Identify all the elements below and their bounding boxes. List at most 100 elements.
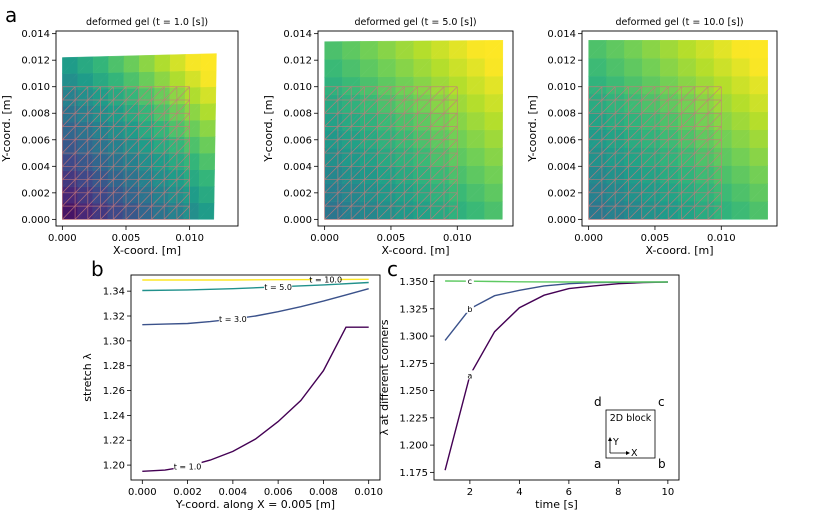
mesh-cell	[695, 40, 715, 59]
y-tick-label: 1.275	[399, 359, 428, 370]
series-line-c	[445, 280, 668, 283]
reference-grid-diagonal	[74, 99, 89, 114]
reference-grid-diagonal	[337, 152, 352, 167]
reference-grid-diagonal	[337, 139, 352, 154]
reference-grid-diagonal	[641, 205, 656, 220]
reference-grid-diagonal	[151, 166, 165, 180]
reference-grid-diagonal	[654, 99, 669, 114]
reference-grid-diagonal	[654, 152, 669, 167]
y-tick-label: 1.32	[103, 312, 125, 323]
reference-grid-diagonal	[100, 99, 114, 114]
inset-title: 2D block	[610, 413, 652, 424]
y-tick-label: 0.004	[21, 162, 50, 173]
reference-grid-diagonal	[377, 192, 392, 207]
reference-grid-diagonal	[601, 99, 616, 114]
reference-grid-diagonal	[681, 166, 696, 180]
reference-grid-diagonal	[654, 205, 669, 220]
reference-grid-diagonal	[125, 139, 139, 154]
reference-grid-diagonal	[100, 139, 114, 154]
chart-title: deformed gel (t = 10.0 [s])	[615, 17, 743, 28]
mesh-cell	[342, 41, 361, 60]
reference-grid-diagonal	[151, 179, 165, 194]
reference-grid-diagonal	[601, 126, 616, 141]
reference-grid-diagonal	[113, 86, 127, 101]
x-axis-label: time [s]	[535, 498, 578, 511]
reference-grid-diagonal	[151, 126, 165, 141]
reference-grid-diagonal	[641, 179, 656, 194]
reference-grid-diagonal	[681, 86, 696, 101]
reference-grid-diagonal	[125, 192, 139, 207]
reference-grid-diagonal	[163, 166, 178, 180]
mesh-cell	[62, 56, 79, 75]
reference-grid-diagonal	[324, 99, 339, 114]
reference-grid-diagonal	[138, 113, 152, 127]
reference-grid-diagonal	[694, 166, 709, 180]
reference-grid-diagonal	[87, 99, 101, 114]
reference-grid-diagonal	[176, 152, 190, 167]
reference-grid	[588, 86, 722, 220]
reference-grid-diagonal	[324, 166, 339, 180]
y-tick-label: 0.010	[547, 82, 576, 93]
series-line-t10	[142, 326, 369, 472]
reference-grid-diagonal	[74, 152, 89, 167]
reference-grid-diagonal	[641, 166, 656, 180]
reference-grid-diagonal	[614, 192, 629, 207]
reference-grid-diagonal	[62, 152, 76, 167]
reference-grid-diagonal	[74, 139, 89, 154]
x-tick-label: 2	[467, 487, 473, 498]
x-axis-label: X-coord. [m]	[645, 244, 713, 257]
reference-grid-diagonal	[350, 152, 365, 167]
reference-grid-diagonal	[681, 192, 696, 207]
reference-grid-diagonal	[350, 86, 365, 101]
reference-grid-diagonal	[62, 205, 76, 220]
reference-grid-diagonal	[588, 179, 603, 194]
reference-grid-diagonal	[151, 86, 165, 101]
x-tick-label: 8	[615, 487, 621, 498]
mesh-cell	[749, 40, 769, 59]
reference-grid-diagonal	[390, 86, 405, 101]
reference-grid-diagonal	[430, 152, 445, 167]
reference-grid-diagonal	[87, 205, 101, 220]
reference-grid-diagonal	[417, 99, 432, 114]
reference-grid-diagonal	[667, 192, 682, 207]
reference-grid-diagonal	[324, 205, 339, 220]
x-tick-label: 0.000	[128, 487, 157, 498]
mesh-cell	[139, 54, 156, 73]
reference-grid-diagonal	[403, 152, 418, 167]
reference-grid	[324, 86, 458, 220]
reference-grid-diagonal	[125, 99, 139, 114]
reference-grid-diagonal	[443, 99, 458, 114]
corner-label-c: c	[658, 395, 665, 409]
mesh-cell	[324, 41, 343, 60]
heatmap-panel-t10: 0.000 0.005 0.010 0.000 0.002 0.004 0.006 0.008…	[526, 17, 778, 257]
series-label-bg	[465, 370, 474, 380]
y-tick-label: 0.008	[21, 109, 50, 120]
x-axis-label: X-coord. [m]	[381, 244, 449, 257]
series-label: c	[468, 277, 472, 286]
reference-grid-diagonal	[377, 139, 392, 154]
x-tick-label: 0.005	[112, 233, 141, 244]
reference-grid-diagonal	[324, 152, 339, 167]
reference-grid-diagonal	[667, 179, 682, 194]
mesh-cells	[61, 53, 217, 220]
reference-grid-diagonal	[694, 126, 709, 141]
reference-grid-diagonal	[100, 205, 114, 220]
x-tick-label: 0.000	[574, 233, 603, 244]
reference-grid-diagonal	[601, 152, 616, 167]
inset-block-diagram: 2D block a b c d Y X	[594, 395, 666, 471]
y-tick-label: 0.014	[547, 29, 576, 40]
reference-grid-diagonal	[417, 86, 432, 101]
y-axis-label: λ at different corners	[378, 319, 391, 435]
reference-grid-diagonal	[614, 126, 629, 141]
reference-grid-diagonal	[364, 166, 378, 180]
reference-grid-diagonal	[654, 192, 669, 207]
reference-grid-diagonal	[628, 192, 642, 207]
y-tick-label: 1.30	[103, 336, 125, 347]
reference-grid-diagonal	[324, 192, 339, 207]
reference-grid-diagonal	[377, 166, 392, 180]
reference-grid-diagonal	[707, 139, 722, 154]
mesh-cell	[123, 55, 140, 73]
reference-grid-diagonal	[707, 166, 722, 180]
reference-grid-diagonal	[641, 126, 656, 141]
reference-grid-diagonal	[113, 152, 127, 167]
